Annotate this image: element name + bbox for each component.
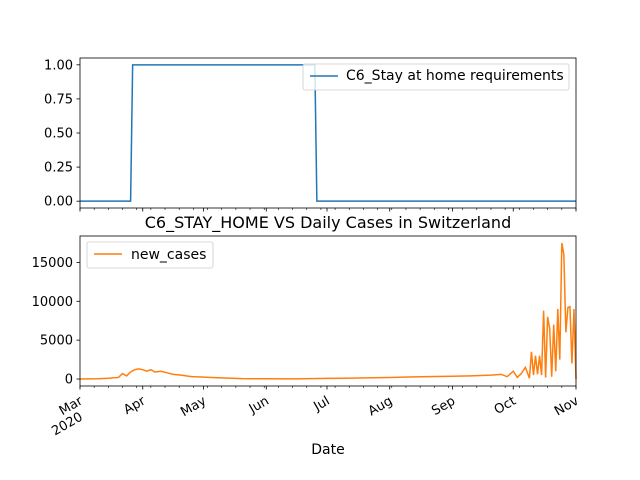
top-subplot: 0.00 0.25 0.50 0.75 1.00 C6_Stay at home req… xyxy=(44,57,577,212)
x-axis-label: Date xyxy=(311,442,344,458)
y-tick-label: 15000 xyxy=(32,256,73,271)
series-line-new-cases xyxy=(79,242,577,380)
bottom-legend: new_cases xyxy=(86,241,214,269)
x-tick-label: Jul xyxy=(311,394,333,415)
y-tick-label: 10000 xyxy=(32,295,73,310)
top-plot-frame xyxy=(79,57,577,209)
bottom-plot-frame xyxy=(79,235,577,387)
top-legend-label: C6_Stay at home requirements xyxy=(346,68,564,84)
top-y-axis-ticks: 0.00 0.25 0.50 0.75 1.00 xyxy=(44,58,80,210)
y-tick-label: 0.50 xyxy=(44,127,73,142)
top-legend-box xyxy=(302,63,570,91)
bottom-subplot: C6_STAY_HOME VS Daily Cases in Switzerla… xyxy=(32,213,582,458)
y-tick-label: 5000 xyxy=(40,334,73,349)
series-line-stay-at-home xyxy=(80,64,576,202)
y-tick-label: 0.25 xyxy=(44,161,73,176)
y-tick-label: 0.75 xyxy=(44,92,73,107)
chart-title: C6_STAY_HOME VS Daily Cases in Switzerla… xyxy=(145,213,511,233)
y-tick-label: 1.00 xyxy=(44,58,73,73)
top-legend: C6_Stay at home requirements xyxy=(302,63,570,91)
y-tick-label: 0.00 xyxy=(44,195,73,210)
y-tick-label: 0 xyxy=(65,373,73,388)
bottom-y-axis-ticks: 0 5000 10000 15000 xyxy=(32,256,80,388)
bottom-legend-box xyxy=(86,241,214,269)
bottom-legend-label: new_cases xyxy=(131,247,206,263)
